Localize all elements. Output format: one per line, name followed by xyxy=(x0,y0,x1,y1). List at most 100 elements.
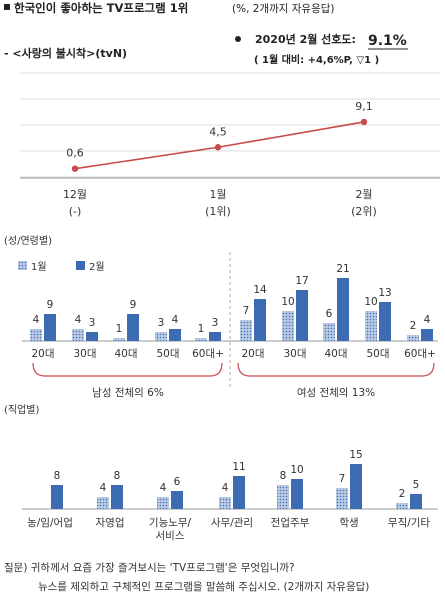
bar-feb xyxy=(171,491,183,509)
legend-swatch-feb xyxy=(76,261,85,270)
x-tick-label: 60대+ xyxy=(404,348,436,360)
data-label: 9,1 xyxy=(355,100,373,113)
x-tick-label: 20대 xyxy=(31,348,54,360)
bar-jan-label: 4 xyxy=(222,482,229,494)
headline-label: 2020년 2월 선호도: xyxy=(255,32,356,46)
bar-jan-label: 7 xyxy=(243,305,250,317)
legend-label-feb: 2월 xyxy=(89,261,105,273)
bar-jan-label: 1 xyxy=(198,323,205,335)
bar-jan xyxy=(30,329,42,341)
chart-title: 한국인이 좋아하는 TV프로그램 1위 xyxy=(14,1,188,15)
bar-feb xyxy=(86,332,98,341)
x-tick-label: 50대 xyxy=(366,348,389,360)
headline-bullet xyxy=(235,36,241,42)
bar-feb xyxy=(350,464,362,509)
bar-feb xyxy=(254,299,266,341)
data-label: 4,5 xyxy=(209,125,227,138)
x-tick-sublabel: (1위) xyxy=(205,205,231,218)
legend-label-jan: 1월 xyxy=(31,261,47,273)
x-tick-sublabel: (-) xyxy=(69,205,82,218)
line-chart: 0,6 12월 (-) 4,5 1월 (1위) 9,1 2월 (2위) xyxy=(20,72,440,218)
bar-jan xyxy=(396,503,408,509)
gender-age-section-label: (성/연령별) xyxy=(4,235,52,247)
chart-subtitle: (%, 2개까지 자유응답) xyxy=(232,3,334,15)
legend-swatch-jan xyxy=(18,261,27,270)
bar-feb-label: 3 xyxy=(89,317,96,329)
x-tick-label: 전업주부 xyxy=(271,516,310,529)
x-tick-label: 사무/관리 xyxy=(211,517,253,529)
x-tick-label: 1월 xyxy=(209,188,226,201)
bar-jan xyxy=(407,335,419,341)
question-line-1: 질문) 귀하께서 요즘 가장 즐겨보시는 'TV프로그램'은 무엇입니까? xyxy=(4,562,295,574)
bar-feb-label: 9 xyxy=(130,299,137,311)
bar-feb-label: 4 xyxy=(172,314,179,326)
bar-feb xyxy=(296,290,308,341)
bar-jan-label: 4 xyxy=(100,482,107,494)
bar-feb-label: 21 xyxy=(336,263,349,275)
bar-feb xyxy=(291,479,303,509)
question-line-2: 뉴스를 제외하고 구체적인 프로그램을 말씀해 주십시오. (2개까지 자유응답… xyxy=(38,581,370,593)
bar-feb-label: 8 xyxy=(54,470,61,482)
bar-feb-label: 13 xyxy=(378,287,391,299)
bar-feb xyxy=(127,314,139,341)
bar-feb-label: 9 xyxy=(47,299,54,311)
bar-feb xyxy=(44,314,56,341)
title-marker xyxy=(4,4,10,10)
x-tick-label: 농/임/어업 xyxy=(27,516,73,529)
data-point xyxy=(214,144,222,151)
female-bracket xyxy=(237,362,435,377)
bar-feb xyxy=(111,485,123,509)
bar-jan-label: 4 xyxy=(33,314,40,326)
bar-feb xyxy=(233,476,245,509)
x-tick-label: 40대 xyxy=(114,348,137,360)
bar-jan-label: 10 xyxy=(364,296,377,308)
x-tick-label: 무직/기타 xyxy=(388,517,431,529)
bar-jan-label: 6 xyxy=(326,308,333,320)
x-tick-label: 40대 xyxy=(324,348,347,360)
bar-jan-label: 1 xyxy=(116,323,123,335)
bar-feb-label: 6 xyxy=(174,476,181,488)
x-tick-label: 자영업 xyxy=(96,516,125,529)
bar-feb-label: 8 xyxy=(114,470,121,482)
bar-feb-label: 17 xyxy=(295,275,308,287)
female-total-label: 여성 전체의 13% xyxy=(297,387,375,399)
data-label: 0,6 xyxy=(66,147,84,160)
job-section-label: (직업별) xyxy=(4,403,40,416)
bar-feb xyxy=(410,494,422,509)
x-tick-label: 2월 xyxy=(355,188,372,201)
x-tick-label: 50대 xyxy=(156,348,179,360)
male-total-label: 남성 전체의 6% xyxy=(92,387,164,399)
bar-feb xyxy=(421,329,433,341)
bar-feb xyxy=(379,302,391,341)
x-tick-label: 30대 xyxy=(73,348,96,360)
bar-jan-label: 10 xyxy=(281,296,294,308)
x-tick-label: 12월 xyxy=(63,188,87,201)
bar-jan-label: 4 xyxy=(75,314,82,326)
bar-jan xyxy=(113,338,125,341)
bar-feb xyxy=(337,278,349,341)
x-tick-label: 30대 xyxy=(283,348,306,360)
x-tick-label: 학생 xyxy=(339,517,358,529)
bar-feb xyxy=(169,329,181,341)
bar-jan-label: 8 xyxy=(280,470,287,482)
bar-jan-label: 2 xyxy=(399,488,406,500)
x-tick-label: 20대 xyxy=(241,348,264,360)
bar-jan xyxy=(157,497,169,509)
bar-feb-label: 15 xyxy=(349,449,362,461)
bar-jan xyxy=(219,497,231,509)
program-label: - <사랑의 불시착>(tvN) xyxy=(4,46,127,60)
bar-feb-label: 11 xyxy=(232,461,245,473)
bar-jan-label: 4 xyxy=(160,482,167,494)
headline-value: 9.1% xyxy=(368,33,407,49)
change-note: ( 1월 대비: +4,6%P, ▽1 ) xyxy=(254,53,379,66)
bar-feb-label: 5 xyxy=(413,479,420,491)
male-bracket xyxy=(32,362,223,377)
bar-jan-label: 7 xyxy=(339,473,346,485)
bar-jan xyxy=(336,488,348,509)
bar-jan xyxy=(365,311,377,341)
bar-feb-label: 3 xyxy=(212,317,219,329)
